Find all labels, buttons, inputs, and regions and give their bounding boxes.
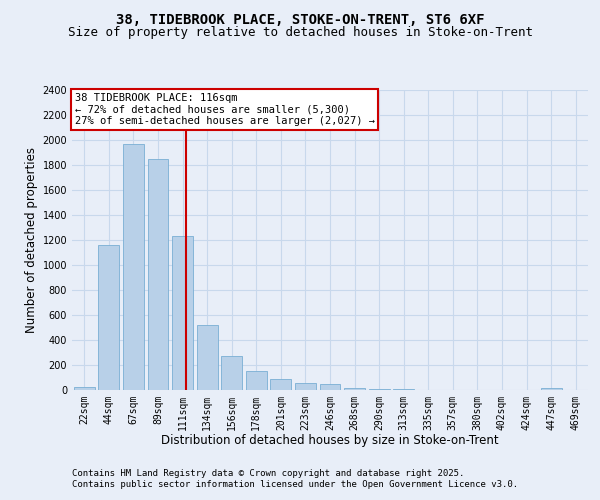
X-axis label: Distribution of detached houses by size in Stoke-on-Trent: Distribution of detached houses by size … xyxy=(161,434,499,448)
Bar xyxy=(98,245,119,390)
Bar xyxy=(295,383,316,390)
Bar xyxy=(344,388,365,390)
Bar xyxy=(197,325,218,390)
Bar xyxy=(74,387,95,390)
Text: Contains public sector information licensed under the Open Government Licence v3: Contains public sector information licen… xyxy=(72,480,518,489)
Bar xyxy=(148,159,169,390)
Text: Size of property relative to detached houses in Stoke-on-Trent: Size of property relative to detached ho… xyxy=(67,26,533,39)
Bar xyxy=(172,236,193,390)
Text: Contains HM Land Registry data © Crown copyright and database right 2025.: Contains HM Land Registry data © Crown c… xyxy=(72,468,464,477)
Text: 38, TIDEBROOK PLACE, STOKE-ON-TRENT, ST6 6XF: 38, TIDEBROOK PLACE, STOKE-ON-TRENT, ST6… xyxy=(116,12,484,26)
Bar xyxy=(541,388,562,390)
Y-axis label: Number of detached properties: Number of detached properties xyxy=(25,147,38,333)
Bar xyxy=(271,379,292,390)
Bar xyxy=(123,144,144,390)
Bar xyxy=(393,389,414,390)
Bar xyxy=(246,370,267,390)
Bar xyxy=(221,356,242,390)
Text: 38 TIDEBROOK PLACE: 116sqm
← 72% of detached houses are smaller (5,300)
27% of s: 38 TIDEBROOK PLACE: 116sqm ← 72% of deta… xyxy=(74,93,374,126)
Bar xyxy=(320,384,340,390)
